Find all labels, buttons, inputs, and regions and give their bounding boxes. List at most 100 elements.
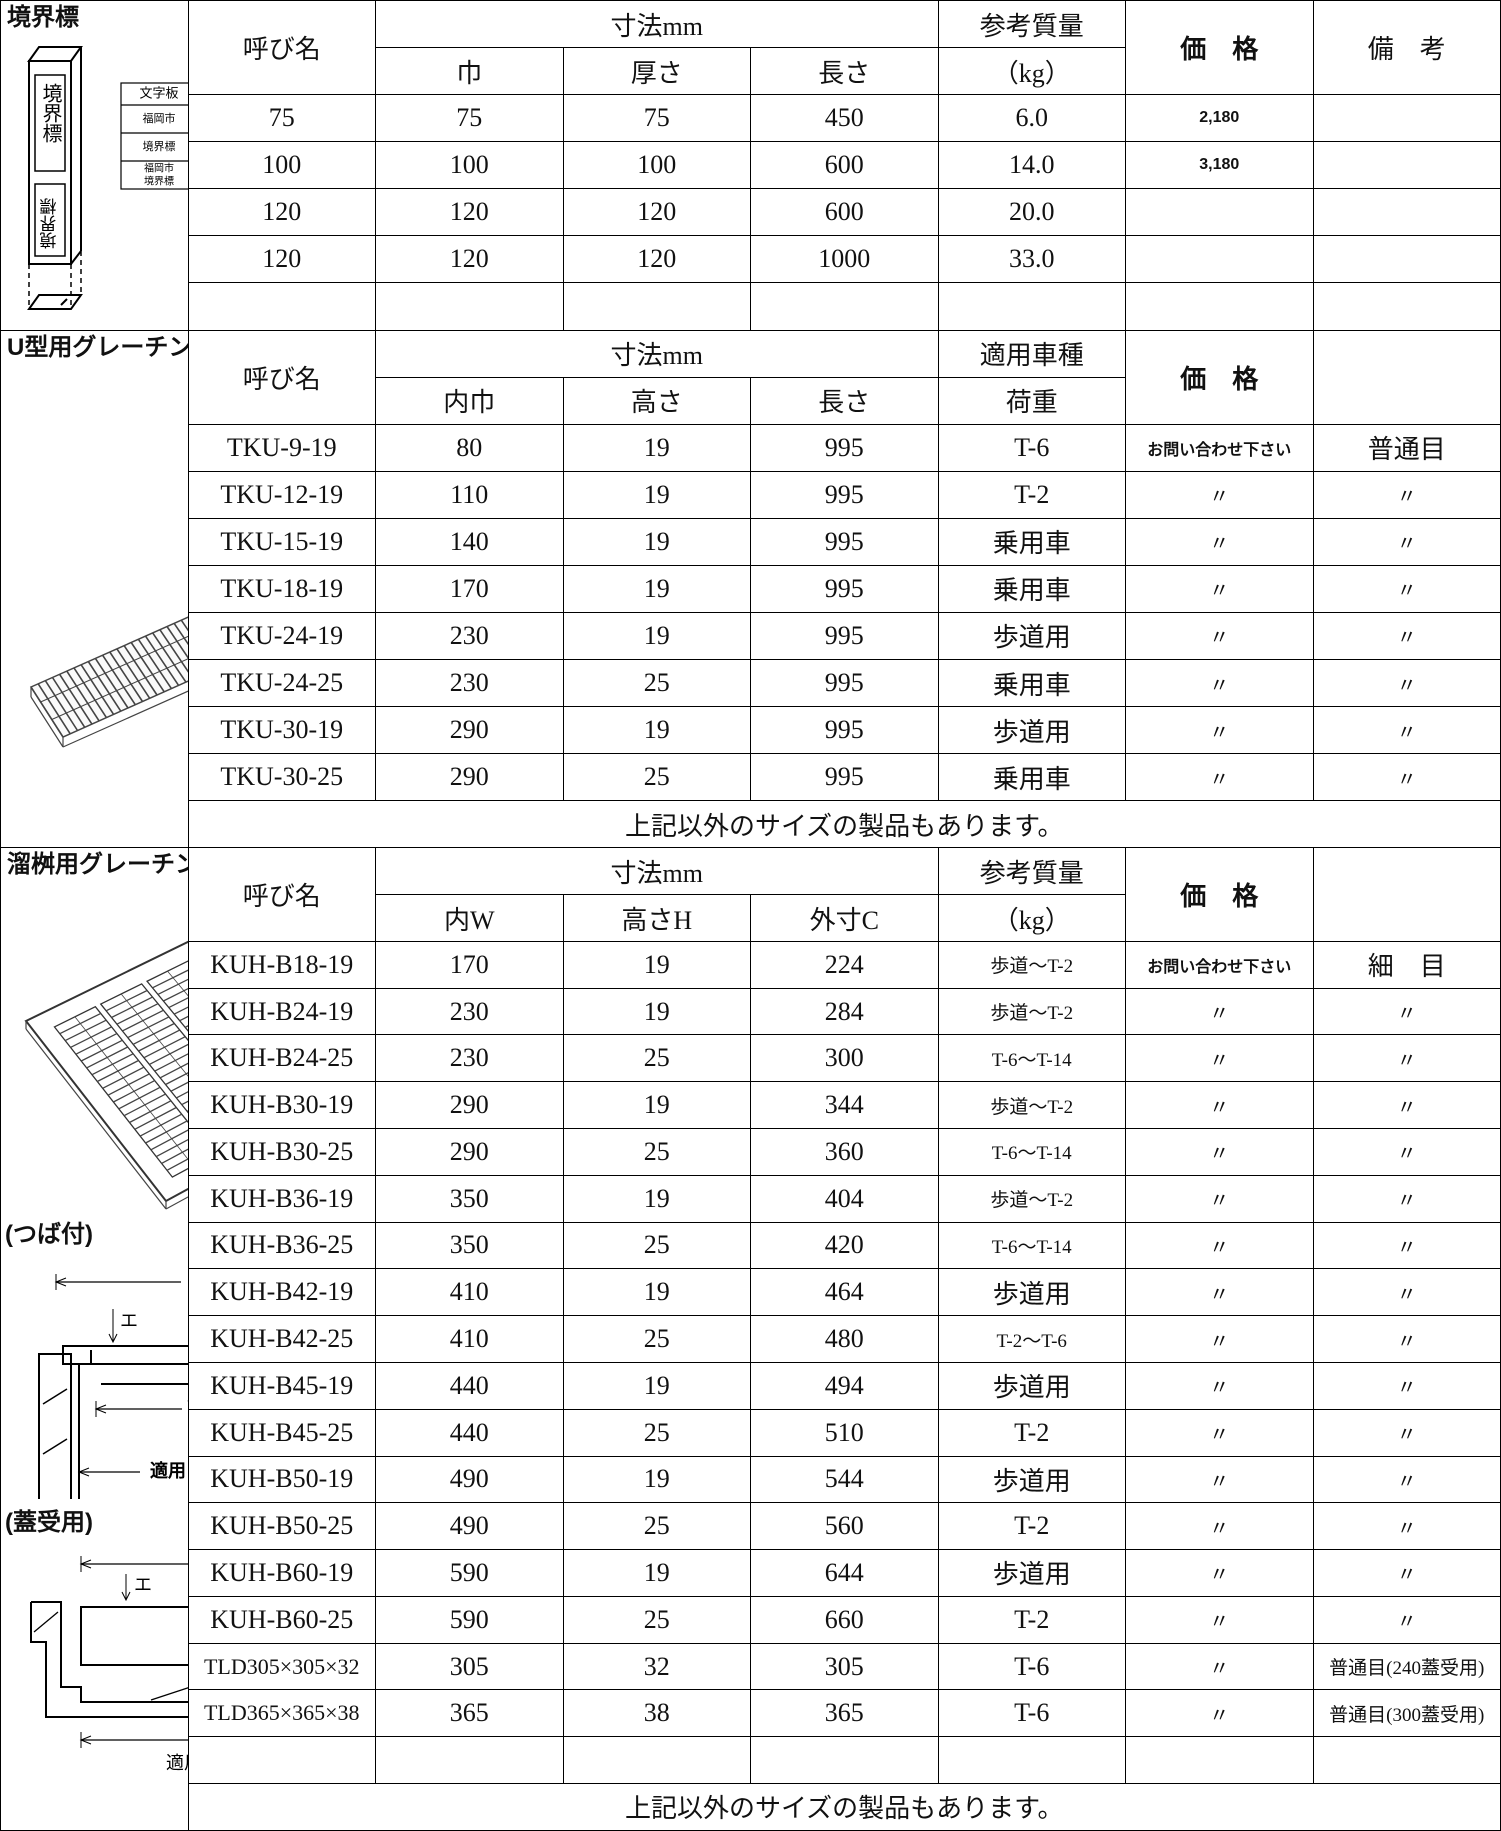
data-cell: 〃 [1312,1549,1501,1597]
dim-width: 適用ます幅 [150,1460,188,1481]
data-cell: 歩道〜T-2 [937,1081,1126,1130]
empty-cell [562,1736,751,1784]
data-cell: 〃 [1125,1268,1314,1317]
data-cell: 〃 [1125,564,1314,613]
data-cell: T-2 [937,1408,1126,1457]
data-cell: 75 [375,94,564,143]
data-cell: 590 [375,1595,564,1644]
data-cell: 歩道用 [937,1361,1126,1410]
data-cell: T-6 [937,423,1126,472]
drawing-line [30,686,64,738]
data-cell: 〃 [1125,1361,1314,1410]
drawing-line [33,1611,59,1633]
data-cell: 365 [375,1689,564,1738]
drawing-line [37,682,71,734]
data-cell: 〃 [1312,611,1501,661]
data-cell: 38 [562,1689,751,1738]
data-cell: KUH-B18-19 [187,940,376,989]
data-cell: 995 [750,517,939,566]
data-cell: 19 [562,1455,751,1504]
row-label: 福岡市 [144,162,174,175]
row: KUH-B50-19 490 19 544 歩道用〃〃 [1,1455,1501,1504]
data-cell: 〃 [1312,1595,1501,1644]
drawing-line [120,994,188,1076]
drawing-line [51,658,188,720]
data-cell: 110 [375,470,564,519]
empty-cell [375,282,564,331]
drawing-line [123,644,158,696]
row-label: 境界標 [143,139,176,153]
drawing-rect [80,1606,188,1667]
data-cell: 〃 [1312,1408,1501,1457]
data-cell: 300 [750,1034,939,1083]
drawing-polygon [24,941,188,1203]
drawing-g [38,1345,188,1500]
section-title: U型用グレーチング [7,333,187,361]
empty-cell [1125,1736,1314,1784]
drawing-polyline [121,1592,131,1602]
drawing-line [73,667,108,718]
data-cell [1125,235,1314,284]
data-cell: 普通目(300蓋受用) [1312,1689,1501,1738]
data-cell: 120 [562,235,751,284]
row: KUH-B18-19 170 19 224 歩道〜T-2 お問い合わせ下さい細 目 [1,940,1501,989]
data-cell: 290 [375,1128,564,1176]
flanged-section-figure: C エ W 適用ます幅 [38,1270,188,1500]
data-cell: 510 [750,1408,939,1457]
empty-cell [1125,282,1314,331]
data-cell: T-2〜T-6 [937,1315,1126,1363]
row: KUH-B42-25 410 25 480 T-2〜T-6 〃〃 [1,1315,1501,1363]
dim-e: エ [120,1311,138,1331]
data-cell: 224 [750,940,939,989]
data-cell [1312,94,1501,143]
drawing-polyline [30,1602,188,1719]
header-cell: 備 考 [1312,0,1501,96]
section-figure-cell: 境界標 境界標 境界標 文字板 天端表示記号 福岡市 境界標 福岡市 境界標 [0,0,189,331]
data-cell: 3,180 [1125,141,1314,190]
data-cell: TKU-30-25 [187,753,376,802]
data-cell: 464 [750,1268,939,1317]
row: 上記以外のサイズの製品もあります。 [1,1782,1501,1831]
data-cell: 〃 [1312,1221,1501,1270]
data-cell: お問い合わせ下さい [1125,423,1314,472]
data-cell: 290 [375,706,564,755]
row: 境界標 境界標 境界標 文字板 天端表示記号 福岡市 境界標 福岡市 境界標 呼… [0,0,1501,331]
data-cell: 〃 [1125,1455,1314,1504]
drawing-polyline [31,1601,188,1704]
drawing-line [60,298,68,306]
data-cell: 19 [562,611,751,661]
data-cell: 6.0 [937,94,1126,143]
data-cell: 14.0 [937,141,1126,190]
drawing-polygon [27,294,83,310]
header-cell: 高さH [562,894,751,942]
drawing-line [159,628,188,671]
data-cell: 19 [562,1361,751,1410]
row: KUH-B36-25 350 25 420 T-6〜T-14 〃〃 [1,1221,1501,1270]
data-cell: 170 [375,940,564,989]
data-cell: 100 [562,141,751,190]
data-cell: 590 [375,1549,564,1597]
data-cell: TLD305×305×32 [187,1642,376,1691]
drawing-g [42,1388,68,1455]
data-cell: 19 [562,564,751,613]
data-cell: 995 [750,423,939,472]
header-cell: 巾 [375,47,564,96]
data-cell: TKU-24-25 [187,659,376,708]
row: U型用グレーチング呼び名寸法mm適用車種価 格 [0,329,1501,849]
drawing-line [58,673,93,725]
data-cell: T-6〜T-14 [937,1034,1126,1083]
drawing-line [42,1388,68,1405]
empty-cell [750,1736,939,1784]
drawing-line [109,651,144,702]
data-cell: 32 [562,1642,751,1691]
data-cell: 〃 [1312,706,1501,755]
data-cell: 360 [750,1128,939,1176]
data-cell: 100 [187,141,376,190]
data-cell: 〃 [1125,1502,1314,1551]
drawing-polygon [27,46,83,62]
drawing-line [173,622,188,644]
empty-cell [562,282,751,331]
drawing-line [137,638,173,689]
data-cell: 19 [562,706,751,755]
data-cell: 〃 [1125,611,1314,661]
